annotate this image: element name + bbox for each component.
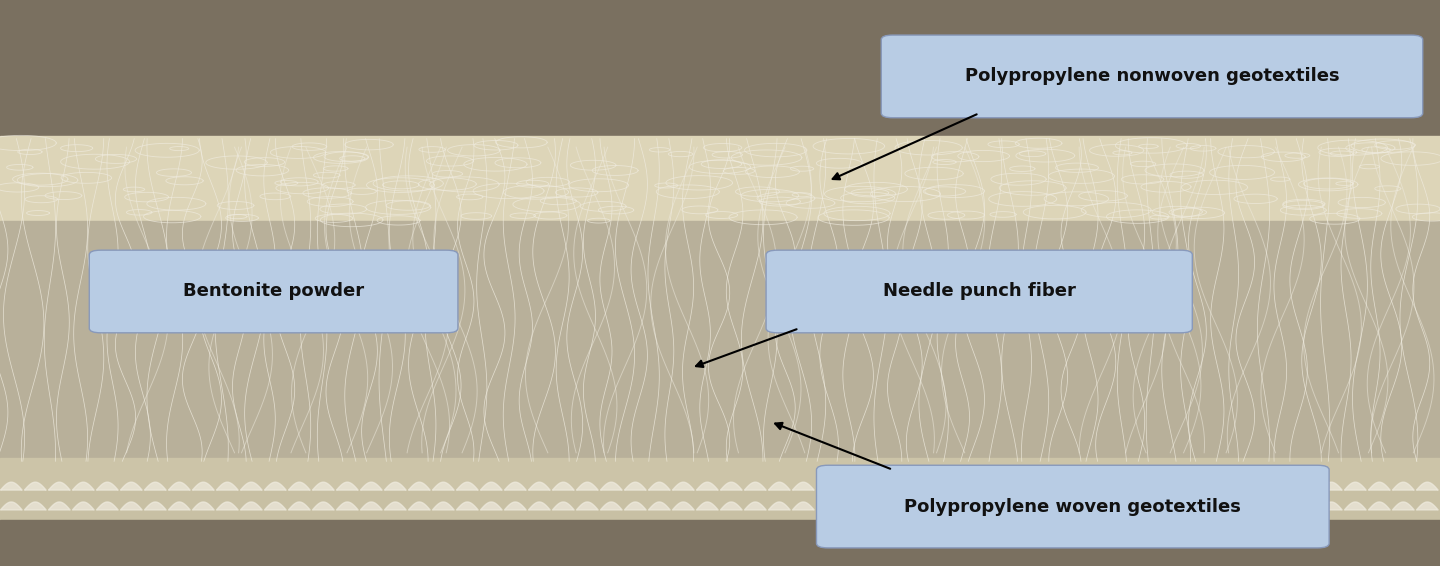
Bar: [0, 490, 1440, 521]
FancyBboxPatch shape: [89, 250, 458, 333]
Text: Needle punch fiber: Needle punch fiber: [883, 282, 1076, 301]
Bar: [0, 136, 1440, 226]
Bar: [0, 458, 1440, 492]
Text: Polypropylene nonwoven geotextiles: Polypropylene nonwoven geotextiles: [965, 67, 1339, 85]
FancyBboxPatch shape: [766, 250, 1192, 333]
Text: Polypropylene woven geotextiles: Polypropylene woven geotextiles: [904, 498, 1241, 516]
Bar: [0, 0, 1440, 142]
FancyBboxPatch shape: [816, 465, 1329, 548]
Bar: [0, 221, 1440, 464]
Bar: [0, 520, 1440, 566]
Text: Bentonite powder: Bentonite powder: [183, 282, 364, 301]
FancyBboxPatch shape: [881, 35, 1423, 118]
